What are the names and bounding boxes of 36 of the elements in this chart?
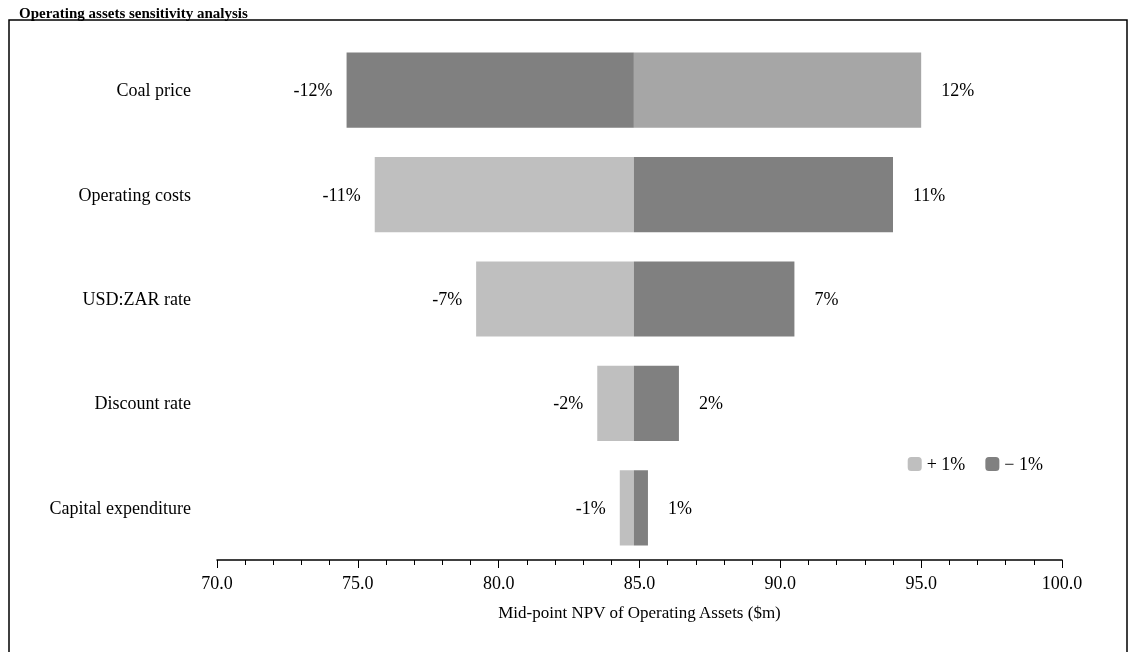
y-tick-label: Discount rate <box>94 393 192 414</box>
annotation: -11% <box>322 184 361 205</box>
annotation: 11% <box>913 184 946 205</box>
annotation: 12% <box>941 80 975 101</box>
y-tick-label: Operating costs <box>78 184 191 205</box>
annotation: -12% <box>293 80 333 101</box>
bar <box>633 157 893 233</box>
bar <box>633 261 795 337</box>
annotation: 7% <box>814 289 839 309</box>
x-tick-label: 75.0 <box>342 573 374 593</box>
annotation: -2% <box>553 393 584 414</box>
annotation: 2% <box>698 393 723 414</box>
bar <box>633 470 648 546</box>
annotation: -7% <box>432 289 463 309</box>
bar <box>597 365 634 441</box>
y-tick-label: Capital expenditure <box>49 497 192 518</box>
x-tick-label: 70.0 <box>201 573 233 593</box>
annotation: -1% <box>575 497 606 518</box>
bar <box>633 52 922 128</box>
x-tick-label: 100.0 <box>1041 573 1083 593</box>
chart-title: Operating assets sensitivity analysis <box>19 4 248 21</box>
legend-label: + 1% <box>926 454 966 474</box>
annotation: 1% <box>667 497 692 518</box>
bar <box>476 261 634 337</box>
x-tick-label: 90.0 <box>764 573 797 593</box>
y-tick-label: Coal price <box>116 80 191 101</box>
x-tick-label: 85.0 <box>623 573 656 593</box>
x-axis-title: Mid-point NPV of Operating Assets ($m) <box>498 603 781 622</box>
bar <box>374 157 634 233</box>
bar <box>619 470 634 546</box>
bar <box>633 365 679 441</box>
legend-label: − 1% <box>1004 454 1044 474</box>
y-tick-label: USD:ZAR rate <box>82 289 192 309</box>
x-tick-label: 95.0 <box>905 573 937 593</box>
bar <box>346 52 634 128</box>
x-tick-label: 80.0 <box>482 573 515 593</box>
